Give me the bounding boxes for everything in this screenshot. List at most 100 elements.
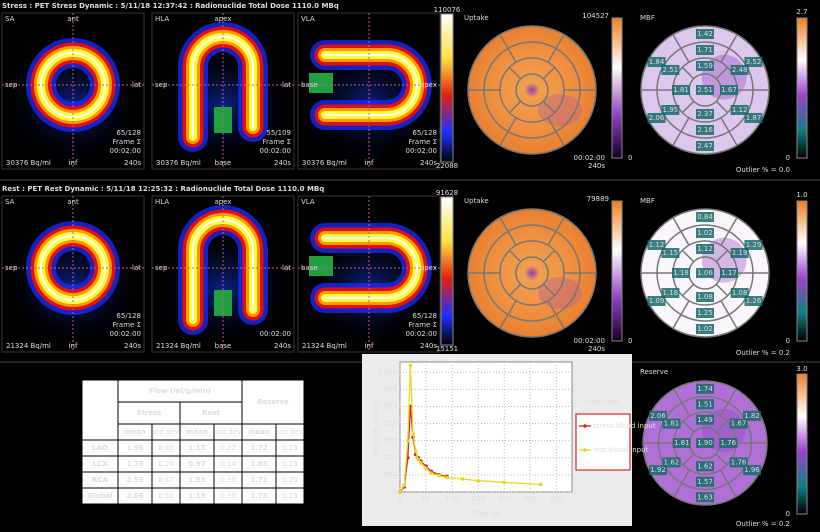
colorbar-max: 104527	[582, 12, 609, 20]
segment-value-box	[661, 288, 680, 298]
segment-value-box	[729, 457, 748, 468]
orientation: lat	[282, 264, 291, 272]
outlier: Outlier % = 0.2	[736, 349, 790, 357]
colorbar-max: 91628	[436, 189, 458, 197]
segment-line	[508, 100, 522, 114]
segment-value: 1.74	[697, 385, 713, 393]
segment-value: 1.57	[697, 478, 713, 486]
data-point	[445, 475, 449, 480]
colorbar	[611, 200, 623, 342]
row-header: Stress : PET Stress Dynamic : 5/11/18 12…	[2, 2, 339, 10]
orientation: lat	[282, 81, 291, 89]
orientation: apex	[420, 264, 437, 272]
table-text: 0.14	[220, 460, 236, 468]
colorbar-max: 1.0	[796, 191, 807, 199]
segment-value: 1.63	[697, 493, 713, 501]
table-text: std dev	[215, 428, 241, 436]
segment-value-box	[744, 57, 763, 67]
table-text: 1.72	[250, 444, 267, 452]
segment-value: 2.16	[697, 126, 713, 134]
data-point	[502, 480, 507, 485]
segment-value-box	[672, 438, 691, 448]
segment-line	[715, 283, 729, 297]
duration: 240s	[124, 342, 141, 350]
colorbar	[796, 200, 808, 342]
colorbar-min: 0	[628, 337, 632, 345]
segment-value: 1.67	[721, 86, 737, 94]
colorbar	[796, 17, 808, 159]
uptake-map	[468, 26, 596, 154]
table-text: 1.78	[126, 460, 143, 468]
duration: 240s	[274, 159, 291, 167]
activity: 30376 Bq/ml	[156, 159, 201, 167]
orientation: base	[301, 81, 318, 89]
x-tick-label: 50	[422, 495, 431, 503]
segment-value-box	[672, 85, 690, 95]
segment-line	[715, 66, 729, 80]
legend-entry: stress blood input	[593, 422, 656, 430]
frame: Frame Σ	[113, 138, 141, 146]
segment-value: 1.26	[746, 297, 762, 305]
activity: 21324 Bq/ml	[6, 342, 51, 350]
segment-value: 1.82	[744, 412, 760, 420]
table-text: 0.23	[282, 444, 298, 452]
orientation: lat	[132, 264, 141, 272]
x-axis-label: Time (s)	[471, 510, 501, 518]
segment-line	[499, 300, 517, 329]
segment-value: 1.42	[697, 30, 713, 38]
activity: 21324 Bq/ml	[302, 342, 347, 350]
orientation: ant	[67, 15, 79, 23]
row-header: Rest : PET Rest Dynamic : 5/11/18 12:25:…	[2, 185, 324, 193]
orientation: apex	[214, 198, 231, 206]
table-text: 2.06	[126, 492, 143, 500]
panel-label: Uptake	[464, 197, 489, 205]
segment-value: 1.51	[697, 400, 713, 408]
table-text: 0.22	[220, 444, 236, 452]
segment-value-box	[647, 296, 666, 306]
segment-value: 1.81	[673, 86, 689, 94]
segment-value: 1.49	[697, 416, 713, 424]
x-tick-label: 100	[445, 495, 458, 503]
segment-line	[672, 34, 690, 63]
segment-value-box	[696, 125, 714, 135]
segment-value: 1.18	[673, 269, 689, 277]
orientation: base	[215, 342, 232, 350]
x-tick-label: 150	[471, 495, 484, 503]
segment-value: 1.08	[732, 289, 748, 297]
duration: 240s	[124, 159, 141, 167]
table-cell	[81, 379, 119, 441]
segment-line	[673, 388, 691, 417]
orientation: apex	[420, 81, 437, 89]
orientation: lat	[132, 81, 141, 89]
colorbar	[611, 17, 623, 159]
colorbar-min: 0	[786, 337, 790, 345]
segment-value-box	[696, 244, 714, 254]
colorbar-max: 3.0	[796, 365, 807, 373]
table-cell	[275, 487, 305, 505]
y-tick-label: 2E5	[384, 420, 397, 428]
table-text: 0.23	[282, 460, 298, 468]
segment-value-box	[720, 85, 738, 95]
table-text: 0.30	[220, 476, 236, 484]
segment-value-box	[661, 105, 680, 115]
segment-value: 1.62	[697, 462, 713, 470]
segment-line	[719, 388, 737, 417]
segment-value-box	[730, 248, 749, 258]
segment-value: 1.59	[697, 62, 713, 70]
segment-line	[715, 453, 728, 466]
y-tick-label: 0	[393, 488, 397, 496]
segment-value-box	[696, 324, 714, 334]
view-name: SA	[5, 198, 15, 206]
data-point	[538, 482, 543, 487]
segment-value: 1.12	[697, 245, 713, 253]
valve-marker	[309, 73, 333, 93]
time: 00:02:00	[406, 330, 437, 338]
segment-line	[682, 453, 695, 466]
data-point	[411, 432, 415, 436]
segment-line	[682, 420, 695, 433]
segment-value: 1.87	[746, 114, 762, 122]
segment-value: 1.76	[720, 439, 736, 447]
x-tick-label: 300	[550, 495, 563, 503]
time: 00:02:00	[406, 147, 437, 155]
